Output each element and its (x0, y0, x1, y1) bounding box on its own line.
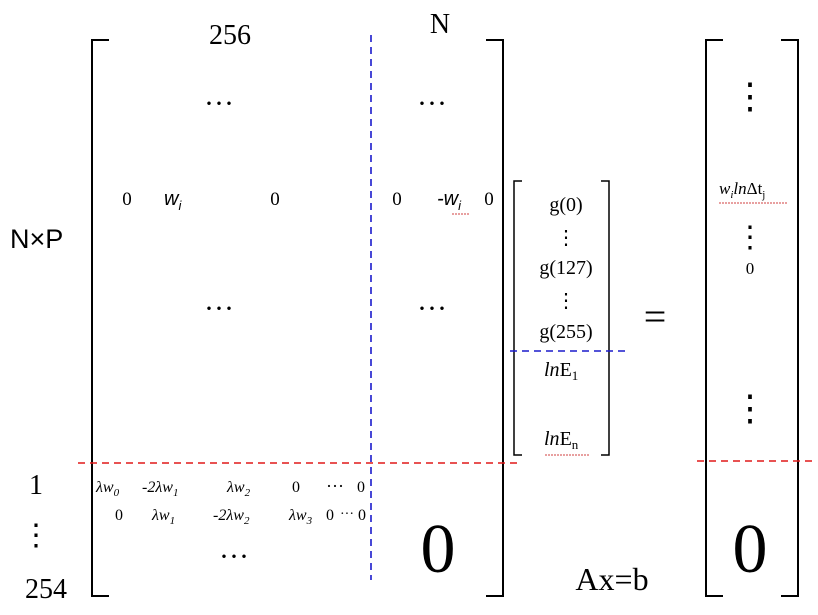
smooth-row-1-term-1: λw0 (95, 479, 120, 499)
vector-x-right-bracket (601, 180, 610, 456)
smooth-row-2-term-5: 0 (326, 507, 334, 524)
b-vdots-mid: ⋮ (735, 221, 765, 254)
smooth-2-t4-sub: 3 (306, 515, 313, 527)
smooth-row-1-term-4: 0 (292, 479, 300, 496)
smooth-2-t3-base: -2λw (213, 507, 244, 524)
b-wi-ln-dt: wilnΔtj (719, 179, 765, 201)
smooth-2-t4-base: λw (288, 507, 307, 524)
matrix-hdots-mid-left: ··· (204, 292, 234, 325)
smooth-row-2-term-6: 0 (358, 507, 366, 524)
smooth-2-t3-sub: 2 (244, 515, 250, 527)
smooth-row-2-term-2: λw1 (151, 507, 175, 527)
vector-b-right-bracket (781, 39, 799, 597)
row-vdots-label: ⋮ (21, 519, 51, 552)
cols-n-label: N (430, 9, 450, 40)
b-w-base: w (719, 179, 731, 198)
x-vdots-2: ⋮ (556, 290, 576, 312)
b-vdots-low: ⋮ (732, 388, 768, 428)
data-row-cell-6: 0 (484, 189, 494, 210)
smooth-row-1-dots: ··· (326, 476, 344, 496)
rows-nxp-label: N×P (10, 224, 63, 254)
cols-256-label: 256 (209, 20, 251, 51)
x-ln-e1-ln: ln (544, 359, 560, 381)
x-ln-e1-base: E (560, 359, 572, 381)
b-zero-block: 0 (733, 511, 768, 588)
data-row-wi-sub: i (178, 198, 182, 213)
b-w-sub: i (730, 189, 733, 201)
data-row-cell-1: 0 (122, 189, 132, 210)
data-row-wi-base: w (164, 188, 180, 210)
x-g127: g(127) (539, 257, 592, 279)
x-ln-en: lnEn (544, 428, 579, 452)
matrix-hdots-bottom: ··· (219, 540, 249, 573)
x-ln-en-base: E (560, 428, 572, 450)
smooth-row-1-term-2: -2λw1 (142, 479, 178, 499)
data-row-neg-wi-base: -w (437, 188, 460, 210)
matrix-a-right-bracket (486, 39, 504, 597)
x-ln-e1: lnE1 (544, 359, 578, 383)
smooth-2-t2-sub: 1 (170, 515, 176, 527)
row-254-label: 254 (25, 574, 67, 605)
x-vdots-1: ⋮ (556, 227, 576, 249)
vector-b-left-bracket (705, 39, 723, 597)
matrix-hdots-top-right: ··· (417, 87, 447, 120)
smooth-1-t3-sub: 2 (245, 487, 251, 499)
b-zero-small: 0 (746, 259, 755, 278)
data-row-cell-4: 0 (392, 189, 402, 210)
smooth-row-2-term-1: 0 (115, 507, 123, 524)
matrix-hdots-mid-right: ··· (417, 292, 447, 325)
x-ln-en-sub: n (572, 437, 579, 452)
smooth-1-t3-base: λw (226, 479, 245, 496)
smooth-row-1-term-5: 0 (357, 479, 365, 496)
matrix-a-left-bracket (91, 39, 109, 597)
b-dt: Δt (747, 179, 763, 198)
equation-caption: Ax=b (575, 561, 648, 597)
smooth-row-2-term-4: λw3 (288, 507, 313, 527)
x-ln-e1-sub: 1 (572, 368, 579, 383)
data-row-cell-neg-wi: -wi (437, 188, 462, 213)
smooth-1-t1-sub: 0 (114, 487, 120, 499)
data-row-cell-3: 0 (270, 189, 280, 210)
x-g0: g(0) (549, 194, 582, 216)
smooth-row-1-term-3: λw2 (226, 479, 251, 499)
data-row-neg-wi-sub: i (458, 198, 462, 213)
smooth-1-t1-base: λw (95, 479, 114, 496)
x-ln-en-ln: ln (544, 428, 560, 450)
smooth-row-2-term-3: -2λw2 (213, 507, 250, 527)
b-dt-sub: j (761, 189, 765, 201)
vector-x-left-bracket (513, 180, 522, 456)
b-ln: ln (733, 179, 746, 198)
smooth-2-t2-base: λw (151, 507, 170, 524)
smooth-1-t2-base: -2λw (142, 479, 173, 496)
smooth-row-2-dots: ··· (340, 507, 354, 522)
row-1-label: 1 (29, 470, 43, 501)
x-g255: g(255) (539, 321, 592, 343)
b-vdots-top: ⋮ (732, 76, 768, 116)
matrix-hdots-top-left: ··· (204, 87, 234, 120)
smooth-1-t2-sub: 1 (173, 487, 179, 499)
matrix-a-zero-block: 0 (421, 511, 456, 588)
data-row-cell-wi: wi (164, 188, 182, 213)
equals-sign: = (644, 294, 667, 339)
